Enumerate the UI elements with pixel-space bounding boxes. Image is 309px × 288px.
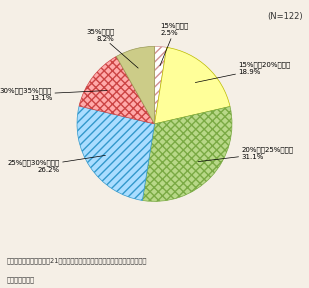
Text: 15%以上20%未満、
18.9%: 15%以上20%未満、 18.9% [195, 61, 290, 83]
Wedge shape [154, 46, 167, 124]
Text: (N=122): (N=122) [267, 12, 303, 20]
Text: 35%以上、
8.2%: 35%以上、 8.2% [86, 28, 138, 68]
Text: る調査」: る調査」 [6, 276, 34, 283]
Text: 15%未満、
2.5%: 15%未満、 2.5% [160, 22, 189, 66]
Text: 25%以上30%未満、
26.2%: 25%以上30%未満、 26.2% [8, 156, 105, 173]
Wedge shape [77, 106, 154, 200]
Wedge shape [154, 47, 230, 124]
Text: 30%以上35%未満、
13.1%: 30%以上35%未満、 13.1% [0, 88, 107, 101]
Text: 資料）国土交通省「平成21年度　持続的な地域活動における経営課題に関す: 資料）国土交通省「平成21年度 持続的な地域活動における経営課題に関す [6, 257, 146, 264]
Wedge shape [116, 46, 154, 124]
Wedge shape [142, 107, 232, 201]
Wedge shape [79, 56, 154, 124]
Text: 20%以上25%未満、
31.1%: 20%以上25%未満、 31.1% [198, 147, 294, 162]
